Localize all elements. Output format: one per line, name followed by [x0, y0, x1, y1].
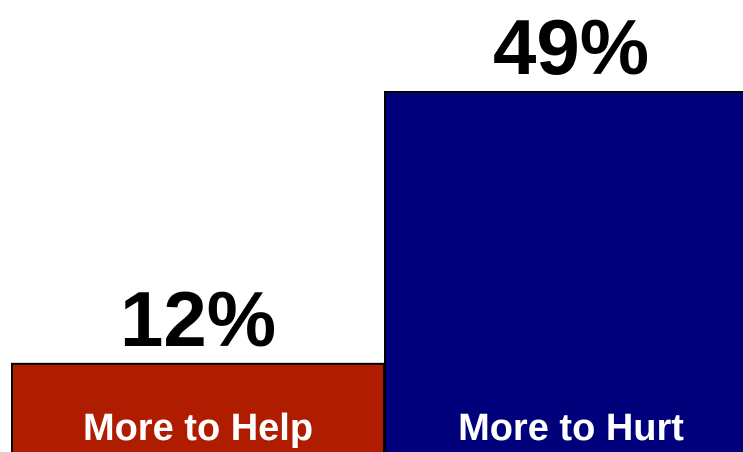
- category-label: More to Help: [83, 407, 313, 449]
- labels-group: 12% More to Help 49% More to Hurt: [83, 3, 684, 449]
- value-label: 12%: [120, 275, 276, 363]
- value-label: 49%: [493, 3, 649, 91]
- category-label: More to Hurt: [458, 407, 684, 449]
- bar-more-to-help: [11, 362, 385, 452]
- bar-more-to-hurt: [384, 91, 743, 452]
- bars-group: [11, 91, 743, 452]
